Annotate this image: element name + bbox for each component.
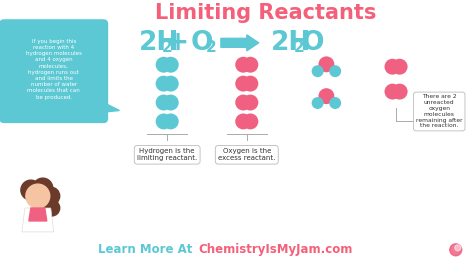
Circle shape xyxy=(235,76,251,92)
Circle shape xyxy=(163,95,179,110)
Circle shape xyxy=(242,95,258,110)
Circle shape xyxy=(450,244,462,256)
Circle shape xyxy=(329,65,341,77)
Circle shape xyxy=(311,97,324,109)
Text: +: + xyxy=(166,30,188,56)
Text: 2: 2 xyxy=(206,40,217,55)
Text: O: O xyxy=(191,30,214,56)
Circle shape xyxy=(392,84,408,99)
Circle shape xyxy=(242,114,258,129)
Circle shape xyxy=(235,95,251,110)
Circle shape xyxy=(155,114,172,129)
Text: Oxygen is the
excess reactant.: Oxygen is the excess reactant. xyxy=(218,148,275,161)
Circle shape xyxy=(384,59,401,75)
Text: If you begin this
reaction with 4
hydrogen molecules
and 4 oxygen
molecules,
hyd: If you begin this reaction with 4 hydrog… xyxy=(26,39,82,99)
Text: 2H: 2H xyxy=(271,30,311,56)
Circle shape xyxy=(44,200,60,216)
Text: 2: 2 xyxy=(162,40,173,55)
Circle shape xyxy=(235,114,251,129)
Text: 2: 2 xyxy=(293,40,304,55)
Circle shape xyxy=(163,76,179,92)
Text: 2H: 2H xyxy=(139,30,180,56)
Circle shape xyxy=(319,56,334,72)
FancyBboxPatch shape xyxy=(0,20,108,122)
Text: Hydrogen is the
limiting reactant.: Hydrogen is the limiting reactant. xyxy=(137,148,197,161)
Circle shape xyxy=(21,180,41,200)
Circle shape xyxy=(329,97,341,109)
Text: Limiting Reactants: Limiting Reactants xyxy=(155,3,376,23)
Circle shape xyxy=(155,95,172,110)
Text: O: O xyxy=(301,30,324,56)
Polygon shape xyxy=(29,208,47,221)
FancyArrow shape xyxy=(221,35,259,51)
Circle shape xyxy=(235,57,251,73)
Polygon shape xyxy=(100,101,119,113)
Circle shape xyxy=(33,178,53,198)
Circle shape xyxy=(384,84,401,99)
Circle shape xyxy=(311,65,324,77)
Circle shape xyxy=(155,57,172,73)
Circle shape xyxy=(455,245,461,251)
Polygon shape xyxy=(22,208,54,232)
Text: ChemistryIsMyJam.com: ChemistryIsMyJam.com xyxy=(198,243,352,256)
Circle shape xyxy=(26,184,50,208)
Circle shape xyxy=(319,88,334,104)
Circle shape xyxy=(242,76,258,92)
Text: Learn More At: Learn More At xyxy=(98,243,196,256)
Circle shape xyxy=(163,57,179,73)
Circle shape xyxy=(242,57,258,73)
Circle shape xyxy=(42,187,60,205)
Circle shape xyxy=(163,114,179,129)
Circle shape xyxy=(155,76,172,92)
Circle shape xyxy=(392,59,408,75)
Text: There are 2
unreacted
oxygen
molecules
remaining after
the reaction.: There are 2 unreacted oxygen molecules r… xyxy=(416,94,463,128)
